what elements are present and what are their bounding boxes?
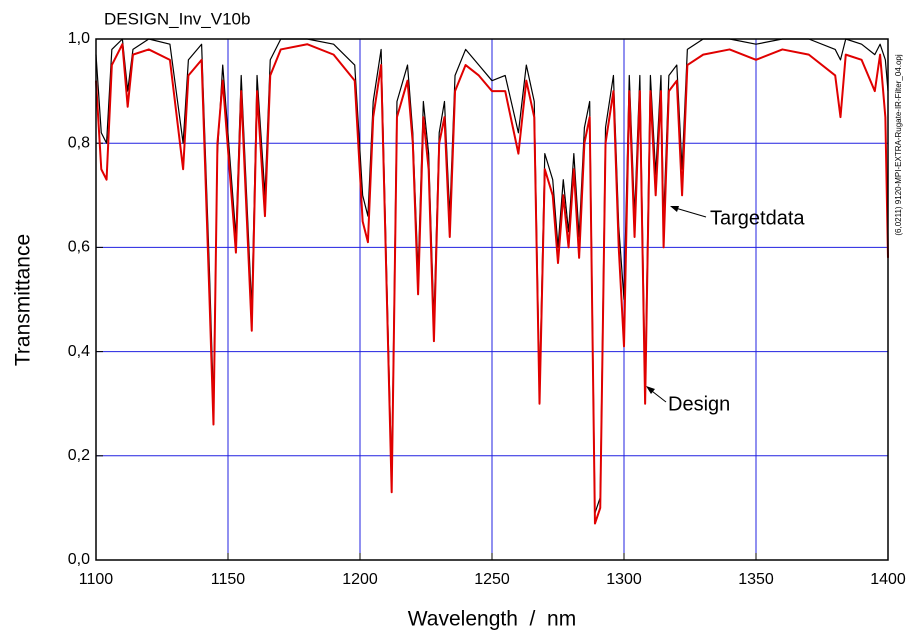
y-tick-label: 1,0 xyxy=(68,30,90,47)
x-tick-label: 1250 xyxy=(474,571,510,588)
series-line xyxy=(95,43,889,525)
annotation-arrowhead xyxy=(670,206,679,212)
x-tick-label: 1150 xyxy=(211,571,246,588)
annotation-label: Targetdata xyxy=(710,207,805,229)
y-tick-label: 0,0 xyxy=(68,551,90,568)
x-tick-label: 1400 xyxy=(870,571,906,588)
x-tick-label: 1200 xyxy=(342,571,378,588)
x-tick-label: 1300 xyxy=(606,571,642,588)
x-tick-label: 1350 xyxy=(738,571,774,588)
x-tick-label: 1100 xyxy=(79,571,114,588)
x-axis-label: Wavelength / nm xyxy=(408,608,576,631)
annotation-arrowhead xyxy=(646,386,655,394)
chart-title: DESIGN_Inv_V10b xyxy=(104,9,250,28)
y-tick-label: 0,8 xyxy=(68,134,90,151)
y-tick-label: 0,2 xyxy=(68,447,90,464)
y-tick-label: 0,4 xyxy=(68,343,90,360)
annotation-label: Design xyxy=(668,393,730,415)
side-note: (6,0211) 9120-MPI-EXTRA-Rugate-IR-Filter… xyxy=(894,54,903,235)
plot-frame xyxy=(95,38,889,561)
y-axis-label: Transmittance xyxy=(12,234,35,366)
y-tick-label: 0,6 xyxy=(68,239,90,256)
